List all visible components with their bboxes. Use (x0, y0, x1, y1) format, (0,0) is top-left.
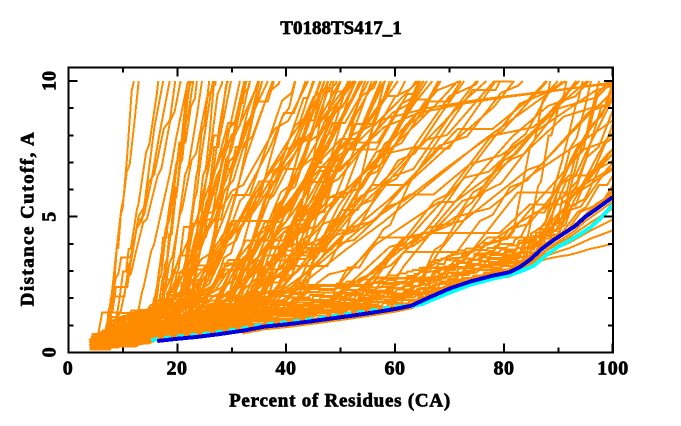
svg-text:Percent of Residues (CA): Percent of Residues (CA) (229, 391, 451, 412)
svg-text:100: 100 (597, 358, 629, 380)
svg-text:0: 0 (39, 347, 61, 357)
svg-text:80: 80 (494, 358, 515, 380)
svg-text:10: 10 (39, 71, 61, 91)
svg-text:5: 5 (39, 212, 61, 222)
svg-text:Distance Cutoff, A: Distance Cutoff, A (18, 131, 39, 306)
svg-text:20: 20 (167, 358, 188, 380)
svg-text:40: 40 (276, 358, 297, 380)
svg-text:60: 60 (385, 358, 406, 380)
svg-text:0: 0 (63, 358, 74, 380)
svg-text:T0188TS417_1: T0188TS417_1 (280, 18, 401, 39)
